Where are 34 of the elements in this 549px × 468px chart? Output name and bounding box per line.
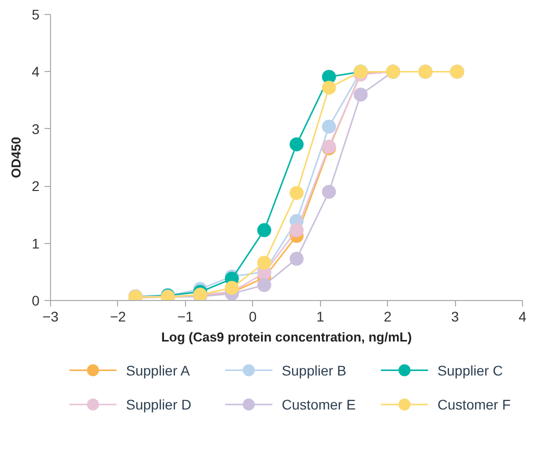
x-tick-label: −2	[110, 308, 126, 324]
x-tick-label: 1	[316, 308, 324, 324]
y-tick-label: 1	[32, 235, 40, 252]
legend-label: Supplier B	[282, 362, 346, 378]
point	[290, 252, 304, 266]
point	[257, 223, 272, 238]
legend-label: Supplier C	[438, 362, 503, 378]
point	[257, 278, 272, 292]
point	[322, 120, 336, 134]
point	[322, 80, 336, 95]
legend-label: Supplier D	[126, 396, 192, 412]
point	[322, 184, 336, 199]
y-tick-label: 2	[32, 178, 40, 194]
x-tick-label: 3	[451, 308, 460, 324]
point	[290, 223, 304, 238]
point	[290, 186, 304, 200]
point	[354, 88, 368, 102]
y-axis-title: OD450	[8, 136, 24, 178]
point	[224, 280, 239, 295]
legend-label: Supplier A	[126, 362, 190, 378]
x-axis-title: Log (Cas9 protein concentration, ng/mL)	[161, 330, 412, 344]
y-tick-label: 4	[32, 64, 40, 80]
legend-label: Customer E	[282, 396, 356, 412]
x-tick-label: 0	[248, 308, 257, 324]
y-tick-label: 0	[32, 292, 40, 308]
point	[257, 256, 272, 270]
point	[290, 137, 304, 152]
legend-label: Customer F	[438, 396, 511, 412]
x-tick-label: 2	[384, 308, 392, 324]
x-tick-label: −1	[177, 308, 194, 324]
y-tick-label: 3	[32, 120, 40, 137]
x-tick-label: 4	[518, 308, 527, 324]
x-tick-label: −3	[42, 308, 59, 324]
y-tick-label: 5	[32, 6, 40, 22]
